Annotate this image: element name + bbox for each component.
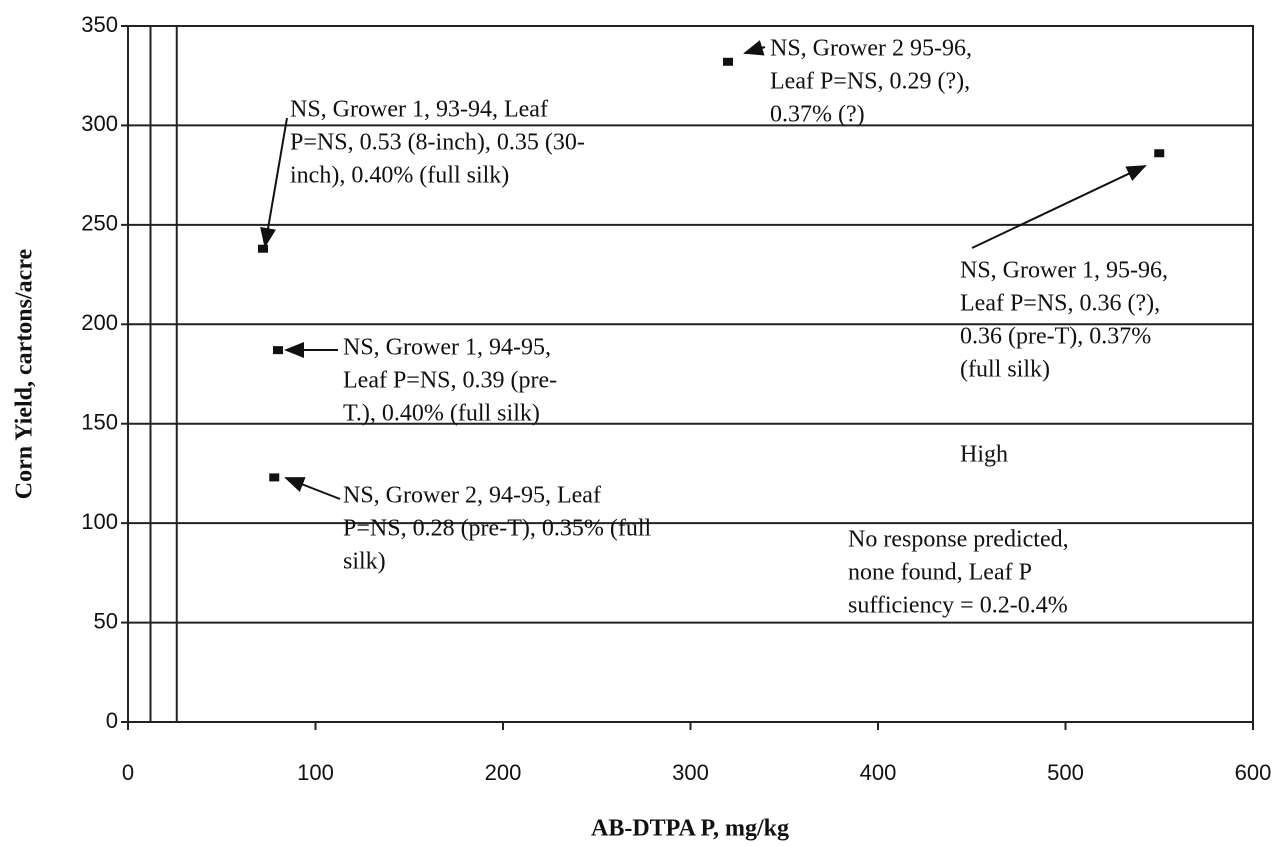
point bbox=[273, 346, 283, 355]
x-tick-label: 0 bbox=[122, 760, 134, 785]
y-axis-label: Corn Yield, cartons/acre bbox=[12, 248, 38, 499]
x-tick-label: 100 bbox=[297, 760, 334, 785]
annotation: silk) bbox=[343, 549, 386, 575]
annotation: NS, Grower 1, 95-96, bbox=[960, 258, 1168, 284]
y-tick-label: 300 bbox=[81, 111, 118, 136]
arrow bbox=[260, 117, 288, 248]
annotation: sufficiency = 0.2-0.4% bbox=[848, 593, 1068, 619]
x-axis-label: AB-DTPA P, mg/kg bbox=[591, 816, 789, 842]
annotation: NS, Grower 1, 93-94, Leaf bbox=[290, 97, 548, 123]
annotation: Leaf P=NS, 0.29 (?), bbox=[770, 69, 970, 95]
annotation: High bbox=[960, 442, 1008, 468]
y-tick-label: 100 bbox=[81, 509, 118, 534]
arrow bbox=[284, 477, 341, 500]
annotation: NS, Grower 2 95-96, bbox=[770, 36, 972, 62]
y-tick-label: 0 bbox=[106, 708, 118, 733]
x-tick-label: 300 bbox=[672, 760, 709, 785]
x-tick-label: 400 bbox=[860, 760, 897, 785]
point bbox=[269, 473, 280, 482]
annotation: No response predicted, bbox=[848, 527, 1069, 553]
y-tick-label: 250 bbox=[81, 211, 118, 236]
annotation: 0.37% (?) bbox=[770, 102, 865, 128]
annotation: Leaf P=NS, 0.36 (?), bbox=[960, 291, 1160, 317]
point bbox=[723, 57, 733, 66]
x-tick-label: 500 bbox=[1047, 760, 1084, 785]
annotation: P=NS, 0.53 (8-inch), 0.35 (30- bbox=[290, 130, 585, 156]
y-tick-label: 350 bbox=[81, 12, 118, 37]
annotation: inch), 0.40% (full silk) bbox=[290, 163, 509, 189]
annotation: T.), 0.40% (full silk) bbox=[343, 401, 540, 427]
point bbox=[258, 244, 268, 253]
annotation: none found, Leaf P bbox=[848, 560, 1032, 586]
annotation: 0.36 (pre-T), 0.37% bbox=[960, 324, 1151, 350]
y-tick-label: 150 bbox=[81, 410, 118, 435]
y-tick-label: 200 bbox=[81, 310, 118, 335]
y-tick-label: 50 bbox=[94, 608, 118, 633]
annotation: NS, Grower 1, 94-95, bbox=[343, 335, 551, 361]
annotation: NS, Grower 2, 94-95, Leaf bbox=[343, 483, 601, 509]
arrow bbox=[743, 40, 766, 56]
x-tick-label: 600 bbox=[1235, 760, 1272, 785]
annotation: P=NS, 0.28 (pre-T), 0.35% (full bbox=[343, 516, 651, 542]
x-tick-label: 200 bbox=[485, 760, 522, 785]
annotation: (full silk) bbox=[960, 357, 1050, 383]
point bbox=[1154, 149, 1165, 158]
arrow bbox=[971, 165, 1147, 249]
annotation: Leaf P=NS, 0.39 (pre- bbox=[343, 368, 557, 394]
